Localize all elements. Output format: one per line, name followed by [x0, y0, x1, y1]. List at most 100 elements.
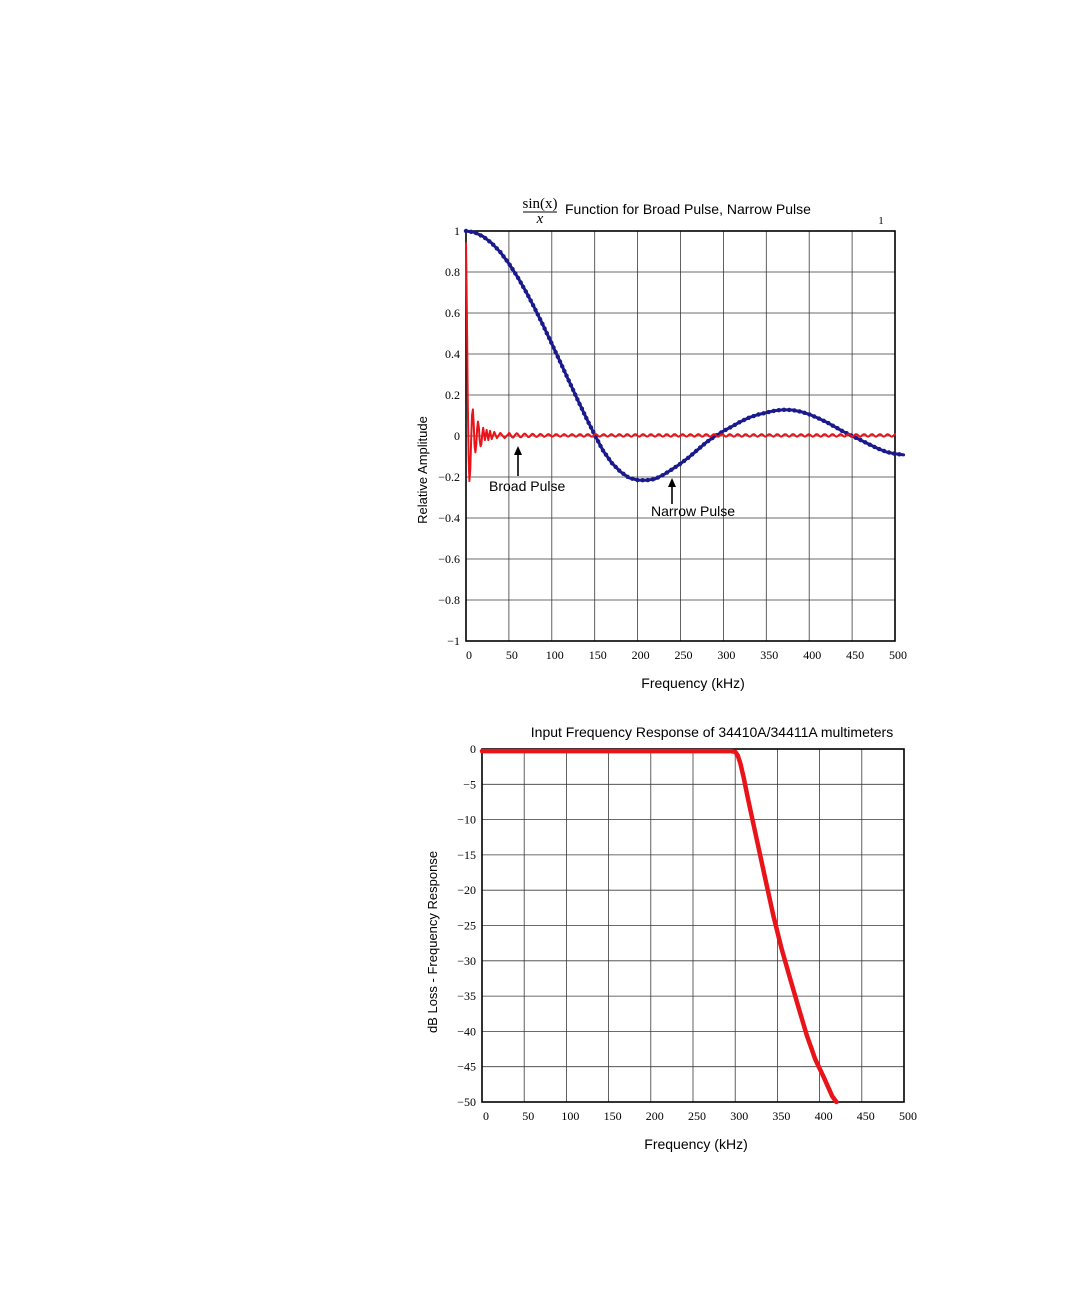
chart1-series-point [504, 258, 509, 263]
chart1-corner-mark: 1 [878, 215, 884, 227]
chart2-x-tick-label: 250 [688, 1109, 706, 1123]
chart1-series-point [491, 242, 496, 247]
chart2-y-tick-label: −20 [457, 883, 476, 897]
chart1-title: Function for Broad Pulse, Narrow Pulse [565, 201, 811, 217]
chart1-series-point [645, 477, 650, 483]
chart2-x-tick-label: 400 [815, 1109, 833, 1123]
chart1-series-point [588, 425, 594, 430]
chart1-series-point [581, 411, 587, 416]
chart1-series-point [792, 408, 797, 413]
chart2-x-axis-label: Frequency (kHz) [644, 1136, 747, 1152]
chart2-series-line-1 [479, 748, 839, 1105]
chart2-y-tick-label: −50 [457, 1095, 476, 1109]
chart1-series-point [600, 448, 606, 453]
chart1-series-point [826, 420, 831, 426]
chart1-series-point [650, 477, 656, 482]
broad-pulse-arrow-head [514, 446, 522, 455]
chart1-series [463, 228, 906, 483]
chart1-series-point [573, 392, 578, 397]
chart1-series-point [595, 439, 601, 444]
chart1-series-point [705, 438, 711, 444]
chart2-title: Input Frequency Response of 34410A/34411… [531, 724, 893, 740]
chart1-series-point [523, 289, 528, 294]
chart1-series-point [560, 364, 565, 369]
chart1-series-point [507, 262, 512, 267]
chart1-series-point [613, 464, 618, 470]
chart1-y-tick-label: −1 [447, 634, 460, 648]
chart2-x-tick-label: 200 [646, 1109, 664, 1123]
chart1-series-point [881, 448, 887, 454]
chart1-series-point [728, 425, 733, 430]
chart1-series-point [586, 420, 591, 425]
chart1-series-point [518, 280, 523, 285]
chart1-series-point [609, 461, 615, 466]
chart1-series-point [886, 450, 892, 455]
chart1-series-point [853, 435, 858, 440]
chart1-series-point [690, 452, 695, 457]
chart1-series-point [515, 275, 521, 281]
chart1-series-point [681, 458, 687, 464]
chart1-series-point [566, 378, 571, 383]
chart1-series-point [617, 468, 622, 473]
chart1-x-tick-label: 300 [717, 648, 735, 662]
chart1-series-point [478, 233, 483, 238]
chart2-y-tick-label: −40 [457, 1024, 476, 1038]
chart1-series-point [501, 254, 506, 259]
chart2-y-axis-label: dB Loss - Frequency Response [425, 851, 440, 1033]
chart1-series-point [723, 427, 728, 433]
chart1-series-point [535, 312, 540, 317]
chart2-x-tick-label: 50 [522, 1109, 534, 1123]
chart1-series-point [621, 471, 626, 476]
chart1-series-point [697, 445, 703, 450]
chart1-series-point [701, 442, 707, 447]
chart1-series-point [533, 307, 538, 313]
chart1-series-point [746, 415, 751, 420]
narrow-pulse-label: Narrow Pulse [651, 503, 735, 519]
chart1-y-tick-label: 0.4 [445, 347, 460, 361]
chart1-series-point [640, 478, 645, 483]
chart1-series-point [526, 293, 531, 299]
chart1-x-tick-label: 250 [675, 648, 693, 662]
chart1-series-point [510, 266, 515, 272]
chart1-title-denominator: x [536, 211, 544, 227]
chart1-series-point [797, 409, 802, 414]
chart1-y-tick-label: −0.2 [438, 470, 460, 484]
chart1-series-point [528, 298, 533, 303]
chart1-series-point [606, 456, 612, 462]
chart1-series-point [473, 230, 479, 236]
chart2-x-tick-label: 150 [604, 1109, 622, 1123]
chart1-series-point [562, 368, 567, 374]
chart1-series-point [564, 373, 569, 378]
chart1-series-point [625, 474, 630, 479]
chart1-x-tick-label: 0 [466, 648, 472, 662]
chart1-series-point [537, 317, 543, 322]
chart1-y-tick-labels: 1 0.8 0.6 0.4 0.2 0 −0.2 −0.4 −0.6 −0.8 −1 [438, 224, 460, 648]
chart1-series-line-1 [464, 229, 906, 482]
chart1-series-point [568, 383, 574, 388]
chart1-series-point [741, 417, 747, 423]
chart1-series-point [579, 406, 585, 411]
chart1-x-tick-label: 100 [546, 648, 564, 662]
chart1-series-point [483, 235, 488, 241]
chart1-series-point [577, 401, 582, 407]
broad-pulse-label: Broad Pulse [489, 478, 565, 494]
chart1-series-point [677, 461, 683, 467]
chart1-series-line-2 [465, 242, 896, 483]
chart1-series-point [872, 444, 877, 450]
chart1-series-point [830, 423, 835, 428]
chart2-x-tick-label: 300 [730, 1109, 748, 1123]
chart2-x-tick-label: 0 [483, 1109, 489, 1123]
chart1-x-tick-label: 350 [760, 648, 778, 662]
chart1-series-point [487, 239, 492, 244]
chart1-series-point [732, 422, 737, 428]
chart1-series-point [542, 326, 547, 331]
chart1-y-tick-label: 0.2 [445, 388, 460, 402]
chart2-grid [482, 749, 904, 1102]
chart1-series-point [498, 250, 503, 255]
chart1-series-point [603, 452, 609, 457]
chart1-y-tick-label: −0.8 [438, 593, 460, 607]
chart1-series-point [771, 408, 776, 414]
chart1-series-point [781, 407, 787, 412]
